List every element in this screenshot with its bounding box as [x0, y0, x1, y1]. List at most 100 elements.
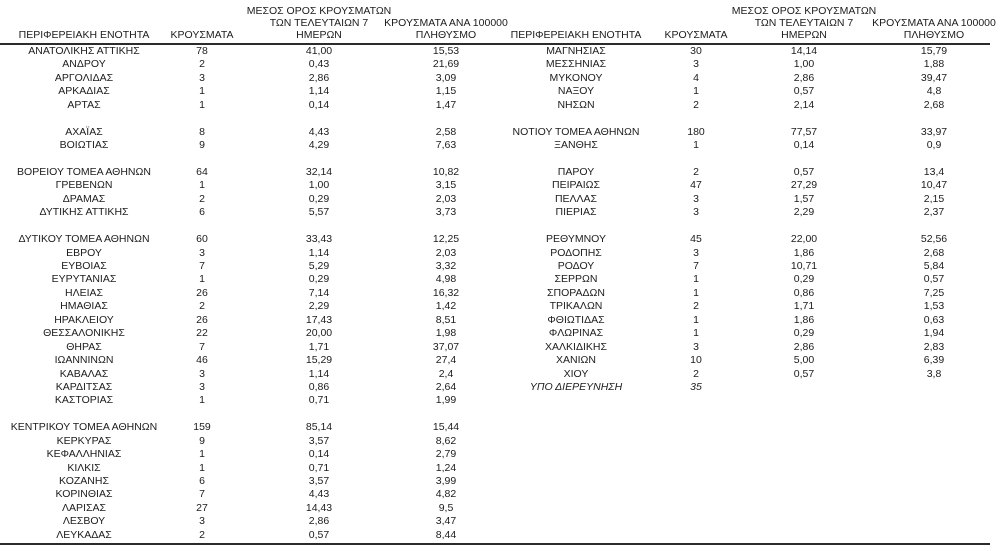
cell-region: ΦΛΩΡΙΝΑΣ — [548, 327, 604, 340]
blank-cell — [662, 153, 730, 166]
cell-avg7: 2,86 — [793, 71, 815, 84]
cell-avg7: 4,43 — [308, 125, 330, 138]
column-header-line: ΜΕΣΟΣ ΟΡΟΣ ΚΡΟΥΣΜΑΤΩΝ — [731, 5, 877, 17]
cell-per100k: 8,51 — [435, 313, 457, 326]
cell-per100k: 39,47 — [920, 71, 948, 84]
cell-region: ΚΑΣΤΟΡΙΑΣ — [54, 394, 114, 407]
cell-region: ΘΕΣΣΑΛΟΝΙΚΗΣ — [43, 327, 125, 340]
cell-per100k: 2,68 — [923, 246, 945, 259]
cell-cases: 3 — [199, 246, 205, 259]
cell-per100k — [878, 381, 990, 394]
cell-avg7: 1,00 — [793, 58, 815, 71]
cell-region: ΑΡΚΑΔΙΑΣ — [58, 85, 110, 98]
cell-avg7: 0,57 — [793, 165, 815, 178]
cell-region: ΞΑΝΘΗΣ — [554, 139, 598, 152]
cell-per100k: 2,03 — [435, 246, 457, 259]
cell-cases: 3 — [693, 58, 699, 71]
cell-per100k: 9,5 — [438, 501, 454, 514]
cell-cases: 35 — [690, 380, 702, 393]
cell-cases: 3 — [693, 206, 699, 219]
cell-region: ΧΑΛΚΙΔΙΚΗΣ — [545, 340, 607, 353]
cell-cases: 1 — [199, 85, 205, 98]
cell-cases: 1 — [693, 313, 699, 326]
cell-avg7: 1,14 — [308, 85, 330, 98]
cell-per100k: 2,58 — [435, 125, 457, 138]
cell-region: ΚΕΝΤΡΙΚΟΥ ΤΟΜΕΑ ΑΘΗΝΩΝ — [10, 421, 158, 434]
cell-per100k: 37,07 — [432, 340, 460, 353]
blank-cell — [168, 220, 236, 233]
cell-avg7: 1,86 — [793, 313, 815, 326]
cell-avg7: 1,71 — [793, 300, 815, 313]
cell-region: ΧΑΝΙΩΝ — [556, 354, 596, 367]
blank-cell — [0, 408, 168, 421]
cell-region: ΛΕΣΒΟΥ — [62, 515, 106, 528]
column-header-per100k-right: ΚΡΟΥΣΜΑΤΑ ΑΝΑ 100000 ΠΛΗΘΥΣΜΟ — [872, 0, 996, 43]
cell-per100k: 16,32 — [432, 286, 460, 299]
cell-per100k: 1,98 — [435, 327, 457, 340]
cell-avg7: 1,86 — [793, 246, 815, 259]
cell-cases: 2 — [199, 192, 205, 205]
cell-per100k: 1,47 — [435, 98, 457, 111]
cell-avg7: 10,71 — [790, 260, 818, 272]
blank-cell — [168, 112, 236, 125]
cell-region: ΑΡΓΟΛΙΔΑΣ — [54, 71, 114, 84]
cell-region: ΣΠΟΡΑΔΩΝ — [547, 286, 605, 299]
cell-cases: 45 — [690, 233, 702, 246]
cell-per100k: 2,15 — [923, 192, 945, 205]
cell-avg7: 0,14 — [308, 98, 330, 111]
cell-cases: 2 — [199, 528, 205, 541]
cell-cases: 1 — [693, 85, 699, 98]
cell-avg7: 2,86 — [793, 340, 815, 353]
cell-avg7: 85,14 — [305, 421, 333, 434]
cell-avg7: 0,29 — [793, 327, 815, 340]
cell-per100k: 0,9 — [926, 139, 942, 152]
cell-region: ΜΕΣΣΗΝΙΑΣ — [545, 58, 607, 71]
cell-cases: 7 — [199, 260, 205, 272]
cell-per100k: 10,82 — [432, 165, 460, 178]
cell-avg7: 0,57 — [793, 85, 815, 98]
cell-per100k: 0,57 — [923, 273, 945, 286]
cell-avg7: 14,14 — [790, 45, 818, 57]
cell-per100k: 3,47 — [435, 515, 457, 528]
cell-cases: 3 — [693, 340, 699, 353]
cell-per100k: 1,53 — [923, 300, 945, 313]
column-header-region-right: ΠΕΡΙΦΕΡΕΙΑΚΗ ΕΝΟΤΗΤΑ — [490, 0, 662, 43]
cell-avg7: 7,14 — [308, 286, 330, 299]
cell-per100k: 21,69 — [432, 58, 460, 71]
cell-avg7: 4,29 — [308, 139, 330, 152]
cell-region: ΜΥΚΟΝΟΥ — [549, 71, 603, 84]
cell-cases: 8 — [199, 125, 205, 138]
column-header-line: ΗΜΕΡΩΝ — [781, 29, 827, 41]
cell-avg7: 33,43 — [305, 233, 333, 246]
cell-per100k: 0,63 — [923, 313, 945, 326]
cell-region: ΔΥΤΙΚΟΥ ΤΟΜΕΑ ΑΘΗΝΩΝ — [18, 233, 150, 246]
cell-per100k: 2,64 — [435, 380, 457, 393]
cell-cases: 2 — [693, 98, 699, 111]
cell-cases: 3 — [199, 71, 205, 84]
cell-region: ΠΕΙΡΑΙΩΣ — [552, 179, 600, 192]
cell-region: ΧΙΟΥ — [563, 367, 589, 380]
cell-avg7: 1,14 — [308, 367, 330, 380]
cell-cases: 2 — [199, 300, 205, 313]
cell-avg7: 1,14 — [308, 246, 330, 259]
cell-region: ΡΟΔΟΠΗΣ — [550, 246, 602, 259]
cell-avg7: 2,86 — [308, 71, 330, 84]
cell-cases: 1 — [199, 461, 205, 474]
column-header-line: ΚΡΟΥΣΜΑΤΑ — [664, 29, 728, 41]
cell-avg7: 1,57 — [793, 192, 815, 205]
cell-per100k: 3,99 — [435, 475, 457, 487]
column-header-line: ΚΡΟΥΣΜΑΤΑ ΑΝΑ 100000 — [872, 17, 996, 29]
cell-per100k: 15,79 — [920, 45, 948, 57]
cell-cases: 2 — [693, 300, 699, 313]
column-header-line: ΗΜΕΡΩΝ — [296, 29, 342, 41]
cell-cases: 26 — [196, 313, 208, 326]
cell-region: ΗΛΕΙΑΣ — [64, 286, 103, 299]
blank-cell — [236, 408, 402, 421]
cell-per100k: 4,98 — [435, 273, 457, 286]
blank-cell — [168, 153, 236, 166]
cell-cases: 27 — [196, 501, 208, 514]
cell-per100k: 2,03 — [435, 192, 457, 205]
cell-avg7: 0,71 — [308, 461, 330, 474]
cell-per100k: 2,79 — [435, 448, 457, 461]
